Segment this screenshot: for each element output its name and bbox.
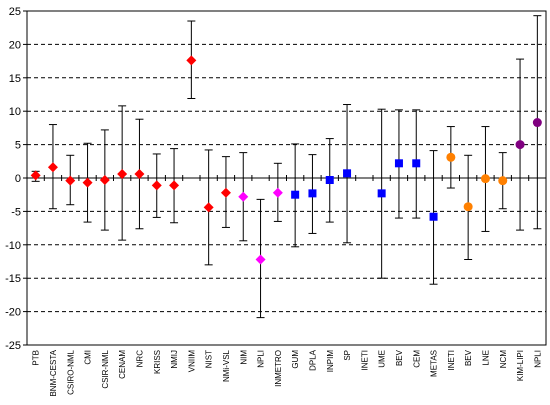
y-tick-label: 10 bbox=[9, 106, 21, 118]
y-tick-label: 15 bbox=[9, 73, 21, 85]
category-label: SP bbox=[343, 350, 352, 361]
error-bars bbox=[31, 15, 542, 319]
data-point bbox=[203, 202, 214, 213]
category-label: NCM bbox=[499, 350, 508, 369]
y-tick-label: -5 bbox=[11, 206, 21, 218]
category-label: INPIM bbox=[326, 350, 335, 373]
category-label: BNM-CESTA bbox=[49, 349, 58, 396]
data-point bbox=[220, 187, 231, 198]
data-point bbox=[325, 176, 334, 185]
data-point bbox=[463, 202, 473, 212]
data-point bbox=[480, 174, 490, 184]
data-point bbox=[238, 191, 249, 202]
data-point bbox=[47, 162, 58, 173]
data-point bbox=[82, 177, 93, 188]
y-tick-label: 5 bbox=[15, 140, 21, 152]
category-label: NIM bbox=[239, 350, 248, 365]
category-label: INETI bbox=[447, 350, 456, 370]
y-tick-label: -20 bbox=[5, 307, 21, 319]
y-axis-tick-labels: 25 20 15 10 5 0 -5 -10 -15 -20 -25 bbox=[5, 6, 27, 352]
category-label: KRISS bbox=[153, 350, 162, 374]
category-label: VNIIM bbox=[187, 350, 196, 373]
data-point bbox=[498, 176, 508, 186]
category-label: DPLA bbox=[308, 349, 317, 371]
category-label: METAS bbox=[430, 350, 439, 377]
data-point bbox=[169, 180, 180, 191]
category-label: NPLI bbox=[533, 350, 542, 368]
data-point bbox=[65, 175, 76, 186]
data-point bbox=[308, 189, 317, 198]
category-label: GUM bbox=[291, 350, 300, 369]
x-axis-category-labels: PTB BNM-CESTA CSIRO-NML CMI CSIR-NML CENAM NRC… bbox=[32, 349, 543, 396]
category-label: NIST bbox=[205, 350, 214, 368]
y-tick-label: 25 bbox=[9, 6, 21, 18]
category-label: NMi-VSL bbox=[222, 349, 231, 382]
category-label: INMETRO bbox=[274, 350, 283, 387]
data-point bbox=[343, 169, 352, 178]
data-point bbox=[515, 140, 525, 150]
category-label: NMIJ bbox=[170, 350, 179, 369]
category-label: KIM-LIPI bbox=[516, 350, 525, 381]
data-point bbox=[532, 118, 542, 128]
data-point bbox=[412, 159, 421, 168]
category-label: CEM bbox=[412, 350, 421, 368]
category-label: UME bbox=[378, 350, 387, 368]
data-point bbox=[291, 190, 300, 199]
category-label: CMI bbox=[84, 350, 93, 365]
data-point bbox=[117, 168, 128, 179]
y-tick-label: -15 bbox=[5, 273, 21, 285]
grid-lines bbox=[27, 43, 546, 313]
data-point bbox=[134, 168, 145, 179]
category-label: CENAM bbox=[118, 350, 127, 379]
category-label: LNE bbox=[481, 350, 490, 366]
y-tick-label: -10 bbox=[5, 240, 21, 252]
category-label: PTB bbox=[32, 350, 41, 366]
data-markers bbox=[30, 55, 542, 265]
category-label: BEV bbox=[395, 349, 404, 366]
data-point bbox=[377, 189, 386, 198]
data-point bbox=[186, 55, 197, 66]
y-tick-label: 0 bbox=[15, 173, 21, 185]
data-point bbox=[272, 187, 283, 198]
category-label: BEV bbox=[464, 349, 473, 366]
data-point bbox=[394, 159, 403, 168]
data-point bbox=[30, 170, 41, 181]
data-point bbox=[429, 212, 438, 221]
x-axis-tick-marks bbox=[26, 175, 547, 181]
data-point bbox=[446, 152, 456, 162]
data-point bbox=[151, 180, 162, 191]
data-point bbox=[255, 254, 266, 265]
y-tick-label: -25 bbox=[5, 340, 21, 352]
category-label: NPLI bbox=[257, 350, 266, 368]
category-label: NRC bbox=[135, 350, 144, 368]
category-label: CSIRO-NML bbox=[66, 349, 75, 394]
category-label: CSIR-NML bbox=[101, 349, 110, 388]
data-point bbox=[99, 175, 110, 186]
y-tick-label: 20 bbox=[9, 39, 21, 51]
category-label: INETI bbox=[360, 350, 369, 370]
